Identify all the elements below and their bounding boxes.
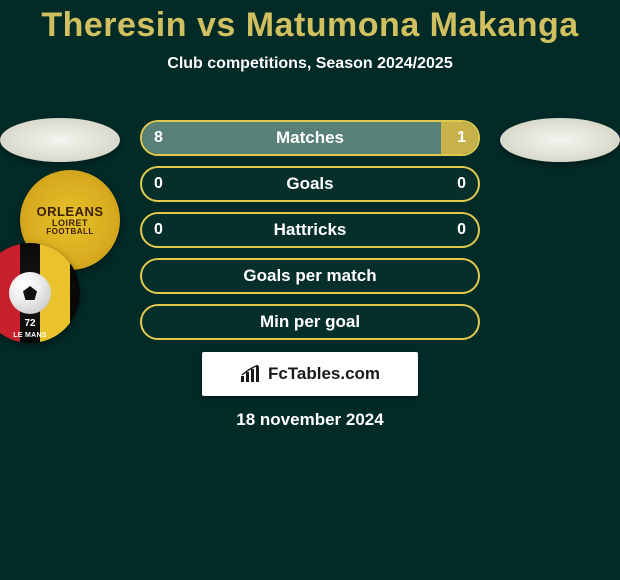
- club-badge-right-number: 72: [0, 318, 80, 329]
- stat-label: Hattricks: [142, 214, 478, 246]
- stat-row: Goals per match: [140, 258, 480, 294]
- stats-rows: 81Matches 00Goals 00Hattricks Goals per mat…: [140, 120, 480, 350]
- subtitle: Club competitions, Season 2024/2025: [0, 55, 620, 73]
- stat-row: 00Goals: [140, 166, 480, 202]
- brand-badge: FcTables.com: [202, 352, 418, 396]
- football-icon: [9, 272, 51, 314]
- club-badge-right: 72 LE MANS: [0, 243, 80, 343]
- stat-row: 00Hattricks: [140, 212, 480, 248]
- bar-chart-icon: [240, 365, 262, 383]
- brand-text: FcTables.com: [268, 364, 380, 384]
- stat-row: Min per goal: [140, 304, 480, 340]
- stat-label: Goals per match: [142, 260, 478, 292]
- club-badge-left-line1: ORLEANS: [36, 204, 103, 219]
- stat-label: Matches: [142, 122, 478, 154]
- player-photo-placeholder-left: [0, 118, 120, 162]
- club-badge-right-label: LE MANS: [0, 332, 80, 339]
- date-text: 18 november 2024: [0, 410, 620, 430]
- club-badge-left-line3: FOOTBALL: [46, 227, 94, 236]
- stat-label: Min per goal: [142, 306, 478, 338]
- page-title: Theresin vs Matumona Makanga: [0, 0, 620, 45]
- player-photo-placeholder-right: [500, 118, 620, 162]
- stat-label: Goals: [142, 168, 478, 200]
- comparison-card: Theresin vs Matumona Makanga Club compet…: [0, 0, 620, 580]
- stat-row: 81Matches: [140, 120, 480, 156]
